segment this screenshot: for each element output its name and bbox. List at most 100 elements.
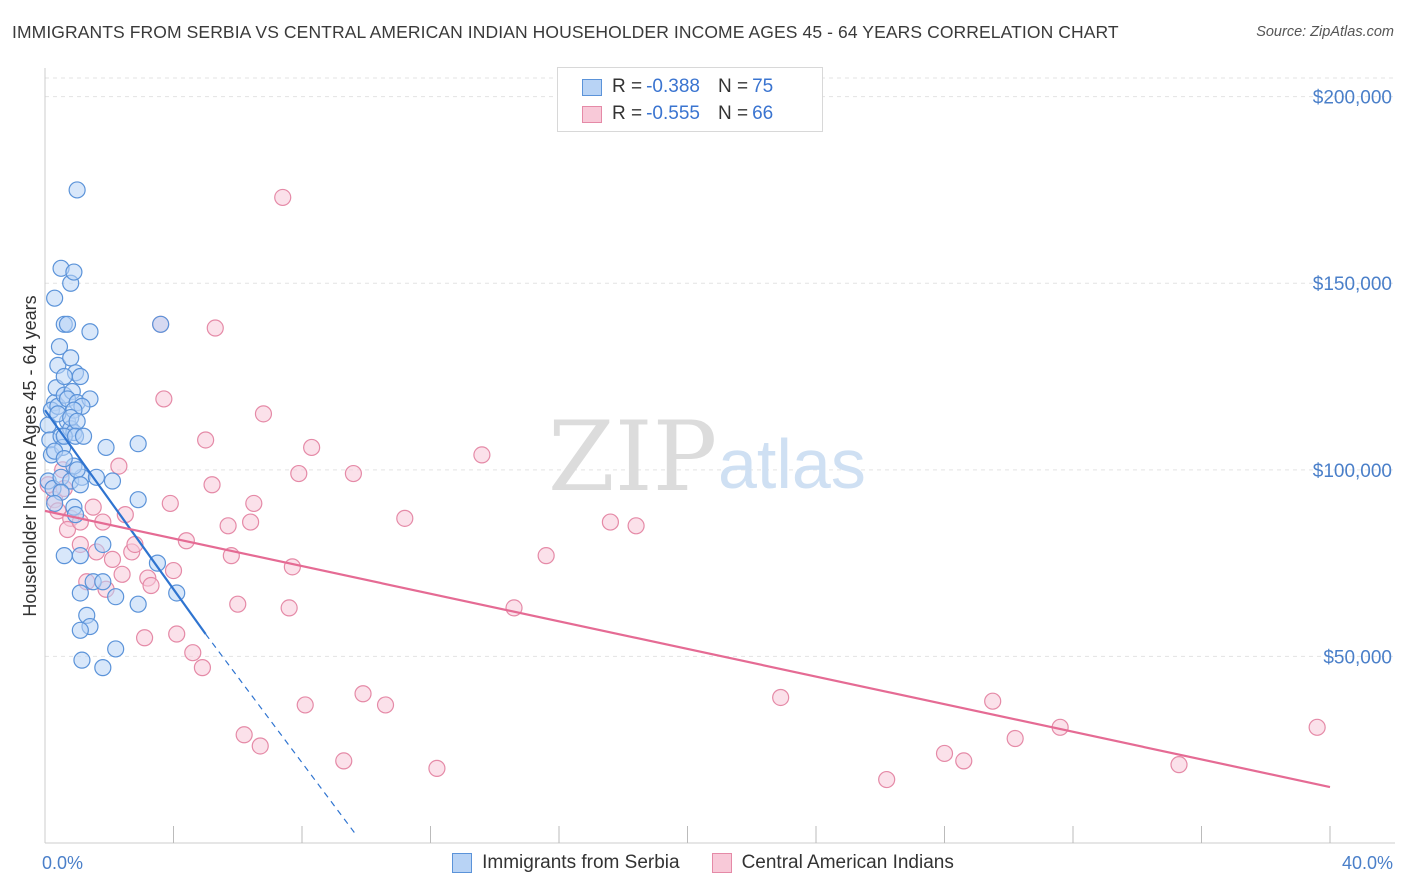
data-point: [71, 476, 89, 494]
data-point: [97, 438, 115, 457]
data-point: [113, 565, 131, 583]
trend-line-serbia: [44, 409, 207, 635]
data-point: [129, 491, 147, 509]
data-point: [46, 494, 64, 513]
legend-row-serbia: R = -0.388 N = 75: [582, 75, 773, 99]
x-tick-label: 40.0%: [1342, 853, 1393, 873]
legend-item-central-american[interactable]: Central American Indians: [711, 852, 954, 874]
series-legend: Immigrants from Serbia Central American …: [0, 852, 1406, 874]
data-point: [627, 517, 645, 535]
watermark-atlas: atlas: [718, 425, 866, 503]
legend-r-value: -0.388: [646, 76, 700, 97]
data-point: [193, 659, 212, 677]
data-point: [58, 520, 77, 539]
data-point: [87, 468, 106, 486]
legend-item-serbia[interactable]: Immigrants from Serbia: [452, 852, 680, 874]
data-point: [135, 629, 154, 647]
data-point: [184, 644, 202, 662]
x-tick-label: 0.0%: [42, 853, 83, 873]
legend-n-label: N =: [717, 76, 749, 97]
data-point: [203, 476, 221, 494]
data-point: [103, 472, 122, 490]
legend-label-serbia: Immigrants from Serbia: [482, 852, 680, 873]
data-point: [254, 405, 273, 423]
y-tick-label: $50,000: [1323, 647, 1392, 668]
legend-r-label: R =: [612, 103, 643, 124]
data-point: [473, 446, 491, 464]
data-point: [81, 323, 99, 341]
data-point: [290, 464, 308, 483]
data-point: [68, 181, 86, 199]
data-point: [94, 535, 112, 554]
data-point: [152, 315, 170, 333]
axes: [44, 68, 1395, 844]
legend-r-label: R =: [612, 76, 643, 97]
legend-n-value: 75: [752, 76, 774, 97]
data-point: [71, 367, 89, 386]
data-point: [251, 737, 269, 755]
data-point: [107, 640, 125, 658]
data-point: [84, 498, 102, 516]
data-point: [68, 412, 86, 430]
data-point: [55, 547, 73, 565]
source-label: Source: ZipAtlas.com: [1256, 24, 1394, 40]
data-point: [71, 547, 89, 565]
data-point: [148, 554, 167, 572]
legend-row-central-american: R = -0.555 N = 66: [582, 102, 773, 126]
data-point: [428, 759, 446, 777]
data-point: [242, 513, 260, 531]
data-point: [955, 752, 973, 770]
data-point: [74, 427, 93, 445]
data-point: [161, 494, 179, 513]
data-point: [1006, 729, 1024, 748]
data-point: [46, 289, 64, 307]
data-point: [110, 457, 128, 475]
data-point: [164, 561, 183, 580]
legend-label-central-american: Central American Indians: [741, 852, 954, 873]
data-point: [1170, 756, 1188, 774]
data-point: [155, 390, 173, 408]
y-tick-label: $200,000: [1313, 88, 1392, 109]
data-point: [71, 621, 89, 639]
series-immigrants-from-serbia: [39, 181, 186, 677]
data-point: [396, 509, 414, 527]
data-point: [1308, 718, 1326, 736]
data-point: [537, 547, 555, 565]
data-point: [206, 319, 224, 337]
data-point: [229, 595, 247, 613]
data-point: [235, 726, 253, 744]
data-point: [878, 770, 896, 789]
data-point: [935, 744, 954, 763]
data-point: [245, 494, 263, 513]
data-point: [62, 349, 80, 367]
data-point: [772, 688, 790, 707]
data-point: [142, 576, 160, 595]
data-point: [283, 558, 301, 576]
data-point: [303, 438, 321, 457]
x-tick-labels: 0.0% 40.0%: [42, 853, 1393, 873]
data-point: [168, 625, 186, 643]
data-point: [94, 573, 112, 591]
data-point: [335, 752, 353, 770]
data-point: [197, 431, 215, 449]
legend-swatch-pink: [582, 105, 602, 123]
legend-r-value: -0.555: [646, 103, 700, 124]
legend-swatch-pink: [711, 853, 732, 873]
y-tick-labels: $50,000 $100,000 $150,000 $200,000: [1313, 88, 1392, 669]
trend-lines: [44, 409, 1331, 836]
data-point: [73, 651, 91, 669]
data-point: [129, 435, 147, 453]
trend-line-serbia-extension: [205, 633, 358, 836]
legend-swatch-blue: [582, 78, 602, 96]
grid-lines: [45, 77, 1395, 657]
data-point: [601, 513, 620, 531]
data-point: [65, 263, 83, 281]
legend-n-value: 66: [752, 103, 774, 124]
data-point: [219, 517, 237, 535]
data-point: [107, 588, 125, 606]
trend-line-central-american: [44, 509, 1331, 789]
chart-title: IMMIGRANTS FROM SERBIA VS CENTRAL AMERIC…: [12, 22, 1119, 42]
data-point: [71, 584, 89, 602]
y-tick-label: $150,000: [1313, 274, 1392, 295]
